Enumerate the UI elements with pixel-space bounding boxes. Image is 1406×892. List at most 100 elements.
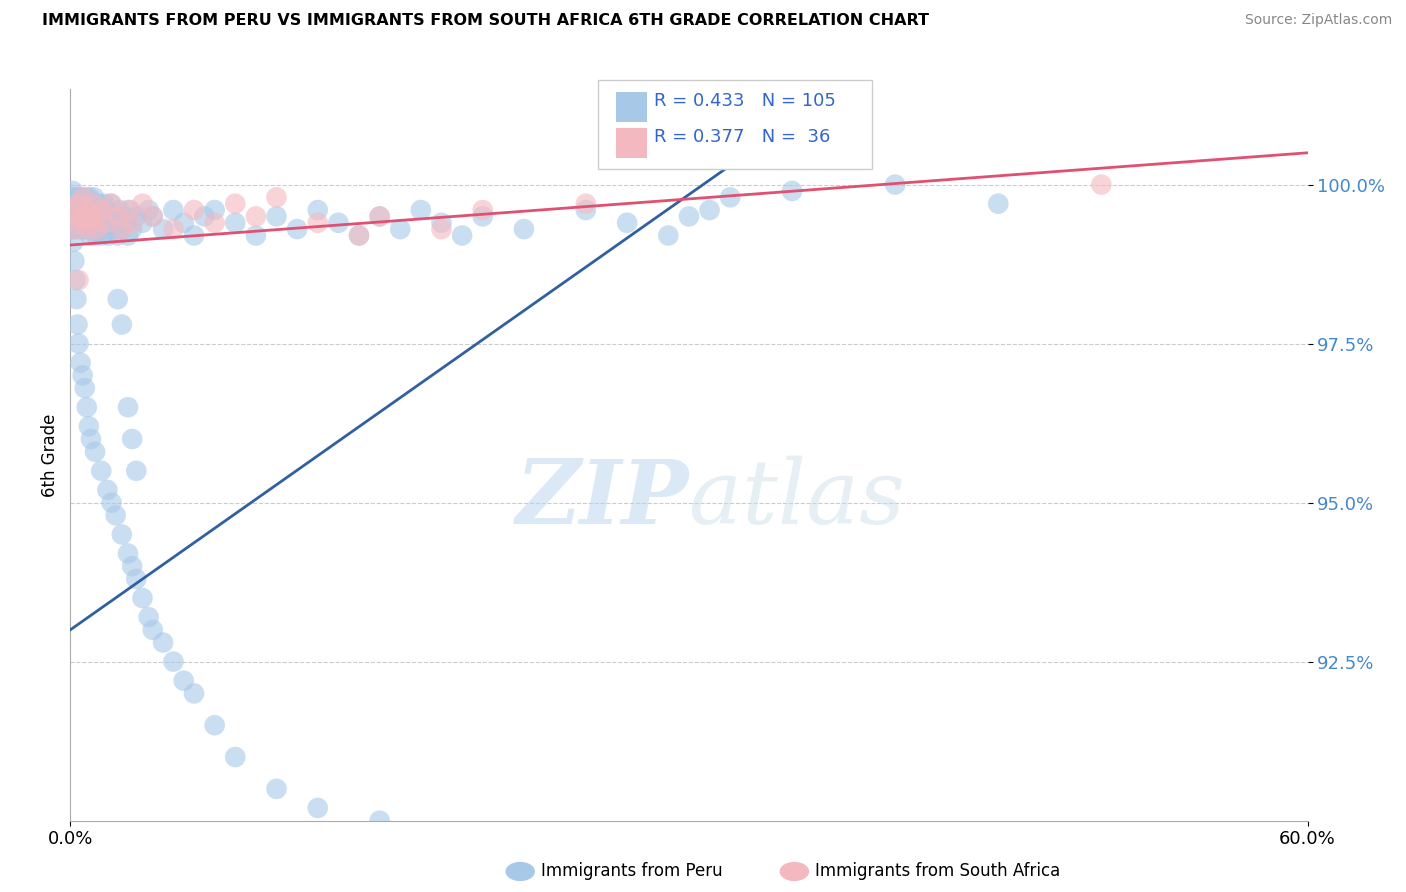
Point (77, 222, 100, 236)
Point (65, 202, 87, 217)
Point (96, 202, 118, 217)
Point (162, 655, 184, 669)
Point (266, 210, 288, 224)
Point (162, 202, 184, 217)
Point (65, 292, 87, 306)
Point (93, 196, 115, 211)
Point (65, 273, 87, 287)
Point (100, 196, 122, 211)
Point (368, 814, 391, 828)
Point (183, 202, 205, 217)
Point (121, 559, 143, 574)
Point (75, 190, 97, 204)
Point (142, 623, 165, 637)
Point (84, 210, 107, 224)
Point (60, 210, 83, 224)
Point (224, 750, 246, 764)
Point (987, 196, 1010, 211)
Point (162, 222, 184, 236)
Point (111, 318, 134, 332)
Point (96, 483, 118, 497)
Point (67, 273, 90, 287)
Point (183, 228, 205, 243)
Point (62, 184, 84, 198)
Point (204, 202, 226, 217)
Point (152, 635, 174, 649)
Point (66, 216, 89, 230)
Point (266, 190, 288, 204)
Point (86, 210, 108, 224)
Point (117, 228, 139, 243)
Point (67, 196, 90, 211)
Point (513, 222, 536, 236)
Point (63, 190, 86, 204)
Point (173, 216, 195, 230)
Point (63, 254, 86, 268)
Point (368, 210, 391, 224)
Point (69, 216, 91, 230)
Point (75, 202, 97, 217)
Point (80, 216, 103, 230)
Point (193, 210, 215, 224)
Point (451, 228, 474, 243)
Point (347, 228, 370, 243)
Point (94, 222, 117, 236)
Point (678, 210, 700, 224)
Point (65, 210, 87, 224)
Point (72, 216, 94, 230)
Point (103, 210, 125, 224)
Point (72, 190, 94, 204)
Point (389, 222, 412, 236)
Point (131, 196, 153, 211)
Text: atlas: atlas (689, 456, 904, 542)
Point (100, 196, 122, 211)
Point (104, 508, 127, 523)
Point (409, 202, 432, 217)
Point (69, 356, 91, 370)
Text: Source: ZipAtlas.com: Source: ZipAtlas.com (1244, 13, 1392, 28)
Point (69, 210, 91, 224)
Point (100, 495, 122, 509)
Text: ZIP: ZIP (516, 456, 689, 542)
Point (70, 202, 93, 217)
Point (83, 190, 105, 204)
Point (138, 202, 160, 217)
Point (84, 216, 107, 230)
Point (65, 196, 87, 211)
Point (115, 216, 138, 230)
Point (245, 228, 267, 243)
Point (125, 210, 148, 224)
Point (73, 381, 96, 395)
Point (125, 464, 148, 478)
Point (131, 216, 153, 230)
Point (77, 202, 100, 217)
Point (131, 591, 153, 605)
Point (66, 210, 89, 224)
Point (63, 222, 86, 236)
Point (204, 216, 226, 230)
Point (73, 210, 96, 224)
Point (90, 216, 112, 230)
Point (76, 216, 98, 230)
Point (80, 210, 103, 224)
Text: R = 0.433   N = 105: R = 0.433 N = 105 (654, 92, 835, 110)
Point (73, 210, 96, 224)
Text: R = 0.377   N =  36: R = 0.377 N = 36 (654, 128, 830, 145)
Point (183, 686, 205, 700)
Point (173, 673, 195, 688)
Point (86, 222, 108, 236)
Point (60, 202, 83, 217)
Point (60, 202, 83, 217)
Point (430, 216, 453, 230)
Y-axis label: 6th Grade: 6th Grade (41, 413, 59, 497)
Point (77, 419, 100, 434)
Point (87, 196, 110, 211)
Point (60, 210, 83, 224)
Point (98, 210, 121, 224)
Point (76, 196, 98, 211)
Point (69, 196, 91, 211)
Point (82, 202, 104, 217)
Point (657, 228, 679, 243)
Point (63, 216, 86, 230)
Point (77, 202, 100, 217)
